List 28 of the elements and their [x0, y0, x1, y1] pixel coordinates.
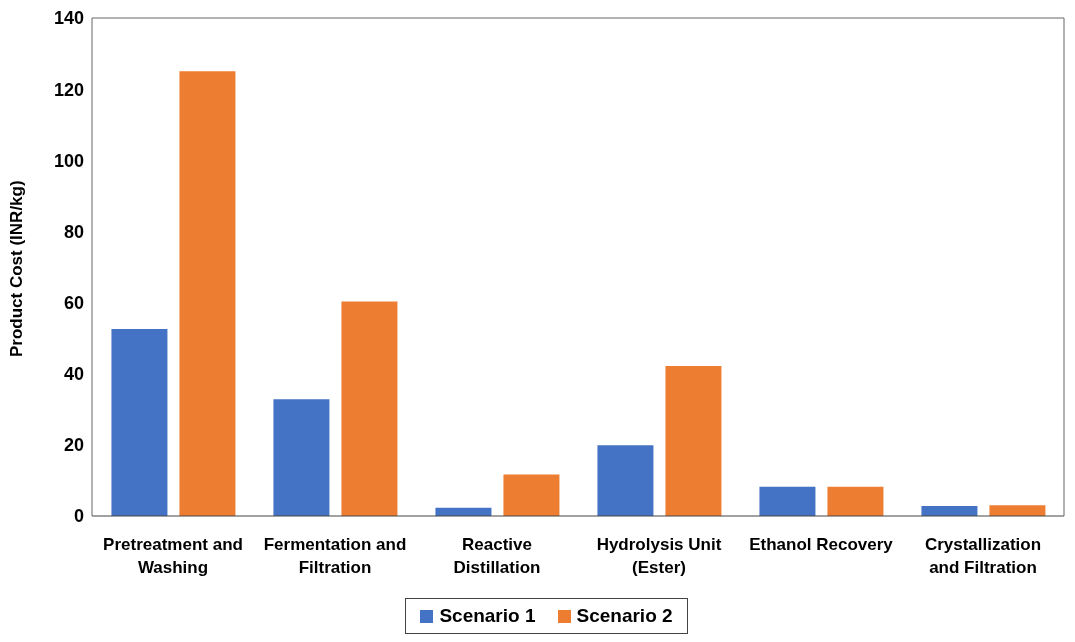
- y-tick-label: 100: [53, 150, 84, 171]
- x-tick-label: Fermentation and Filtration: [263, 535, 407, 578]
- y-tick-label: 60: [63, 292, 84, 313]
- bar: [179, 71, 236, 516]
- y-tick-label: 80: [63, 221, 84, 242]
- x-tick-label: Crystallization and Filtration: [924, 535, 1042, 578]
- bar: [111, 328, 168, 516]
- y-tick-label: 20: [63, 435, 84, 456]
- bar: [921, 506, 978, 516]
- x-tick-label: Ethanol Recovery: [749, 535, 894, 555]
- legend-label: Scenario 2: [575, 605, 673, 627]
- y-tick-label: 120: [53, 79, 84, 100]
- x-tick-label: Hydrolysis Unit (Ester): [596, 535, 722, 578]
- legend-label: Scenario 1: [438, 605, 536, 627]
- bar: [759, 486, 816, 516]
- bar: [273, 399, 330, 516]
- bar: [665, 365, 722, 516]
- bar: [597, 445, 654, 516]
- bar: [827, 486, 884, 516]
- x-tick-label: Pretreatment and Washing: [103, 535, 243, 578]
- y-tick-label: 40: [63, 364, 84, 385]
- y-axis-title: Product Cost (INR/kg): [7, 180, 27, 357]
- bar: [503, 474, 560, 516]
- y-tick-label: 140: [53, 8, 84, 29]
- y-tick-label: 0: [73, 506, 84, 527]
- bar: [989, 505, 1046, 516]
- bar: [341, 301, 398, 516]
- x-tick-label: Reactive Distillation: [453, 535, 541, 578]
